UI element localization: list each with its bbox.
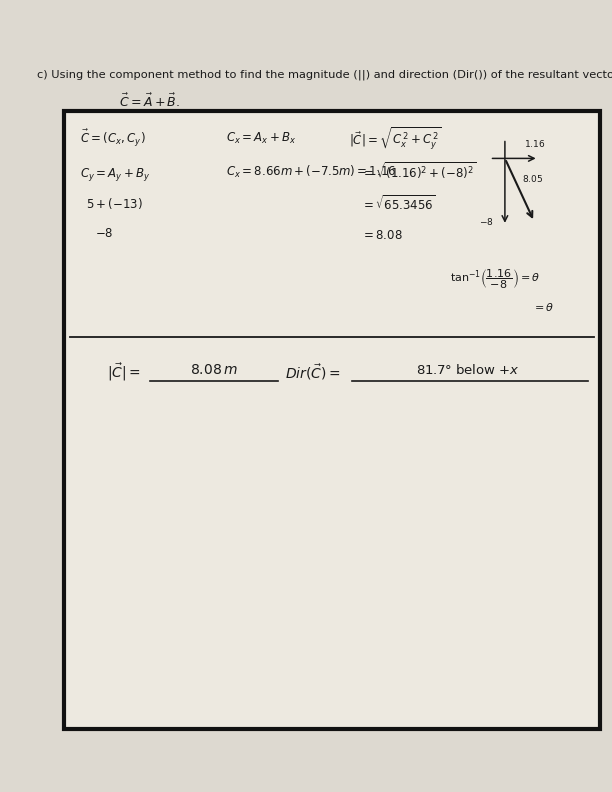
Text: $\vec{C} = (C_x, C_y)$: $\vec{C} = (C_x, C_y)$ bbox=[80, 128, 145, 149]
Text: $C_y = A_y + B_y$: $C_y = A_y + B_y$ bbox=[80, 166, 150, 183]
Text: $\vec{C} = \vec{A} + \vec{B}.$: $\vec{C} = \vec{A} + \vec{B}.$ bbox=[119, 93, 181, 110]
Text: c) Using the component method to find the magnitude (||) and direction (Dir()) o: c) Using the component method to find th… bbox=[37, 70, 612, 81]
Text: $8.08\,m$: $8.08\,m$ bbox=[190, 363, 238, 377]
Text: $= \sqrt{65.3456}$: $= \sqrt{65.3456}$ bbox=[361, 194, 436, 213]
Text: $Dir(\vec{C}) =$: $Dir(\vec{C}) =$ bbox=[285, 363, 340, 382]
Text: $C_x = 8.66m + (-7.5m) = 1.16$: $C_x = 8.66m + (-7.5m) = 1.16$ bbox=[226, 164, 397, 180]
Text: $8.05$: $8.05$ bbox=[522, 173, 543, 184]
Bar bbox=[64, 111, 600, 729]
Text: $5 + (-13)$: $5 + (-13)$ bbox=[86, 196, 143, 211]
Text: $C_x = A_x + B_x$: $C_x = A_x + B_x$ bbox=[226, 131, 297, 147]
Text: $|\vec{C}| =$: $|\vec{C}| =$ bbox=[107, 361, 141, 383]
Text: $81.7°$ below $+x$: $81.7°$ below $+x$ bbox=[416, 363, 520, 377]
Text: $= \theta$: $= \theta$ bbox=[532, 300, 554, 313]
Text: $= \sqrt{(1.16)^2 + (-8)^2}$: $= \sqrt{(1.16)^2 + (-8)^2}$ bbox=[361, 162, 477, 182]
Text: $-8$: $-8$ bbox=[95, 227, 113, 240]
Text: $-8$: $-8$ bbox=[479, 216, 494, 227]
Text: $1.16$: $1.16$ bbox=[523, 138, 545, 149]
Text: $\tan^{-1}\!\left(\dfrac{1.16}{-8}\right) = \theta$: $\tan^{-1}\!\left(\dfrac{1.16}{-8}\right… bbox=[450, 267, 540, 291]
Text: $= 8.08$: $= 8.08$ bbox=[361, 229, 403, 242]
Text: $|\vec{C}| = \sqrt{C_x^{\,2} + C_y^{\,2}}$: $|\vec{C}| = \sqrt{C_x^{\,2} + C_y^{\,2}… bbox=[349, 125, 442, 152]
